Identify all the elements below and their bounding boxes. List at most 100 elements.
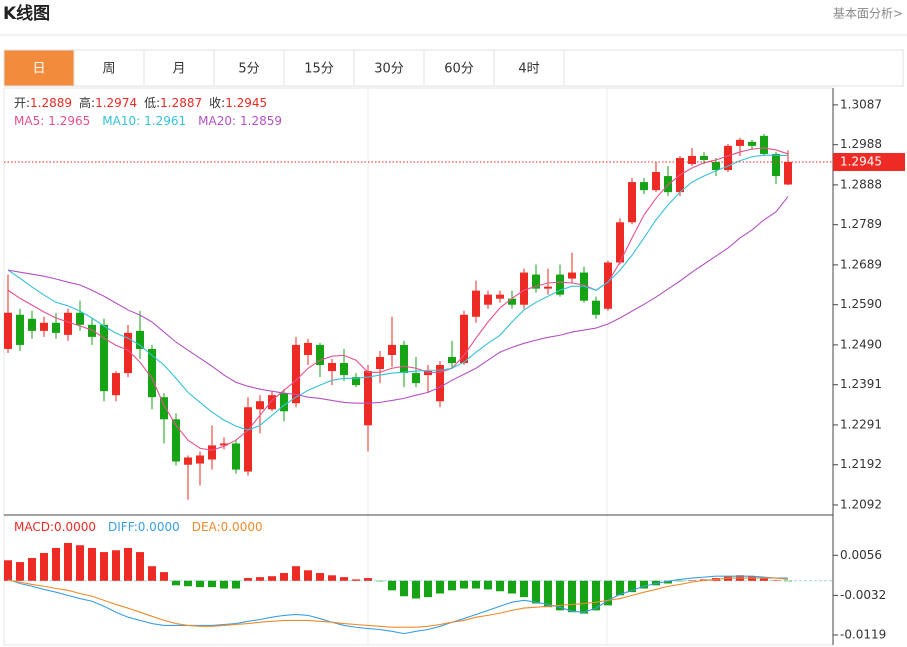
candle-body bbox=[304, 342, 312, 355]
y-tick-label: 1.2092 bbox=[840, 497, 882, 511]
y-tick-label: 1.2590 bbox=[840, 297, 882, 311]
macd-bar bbox=[580, 580, 588, 614]
candle-body bbox=[64, 312, 72, 335]
candle-body bbox=[16, 314, 24, 345]
candle-body bbox=[652, 172, 660, 191]
macd-value: 0.0000 bbox=[221, 520, 263, 534]
tab[interactable] bbox=[423, 49, 495, 87]
tab-label[interactable]: 周 bbox=[102, 62, 115, 77]
macd-bar bbox=[184, 580, 192, 587]
tab-label[interactable]: 月 bbox=[172, 62, 185, 77]
macd-bar bbox=[400, 580, 408, 597]
candle-body bbox=[556, 274, 564, 295]
ma-name: MA20 bbox=[198, 114, 232, 128]
macd-bar bbox=[616, 580, 624, 596]
y-tick-label: 1.2988 bbox=[840, 137, 882, 151]
tab-label[interactable]: 5分 bbox=[238, 62, 259, 77]
candle-body bbox=[616, 222, 624, 263]
ma-line bbox=[7, 147, 789, 451]
candle-body bbox=[448, 356, 456, 364]
ohlc-value: 1.2887 bbox=[160, 96, 202, 110]
widget-title: K线图 bbox=[3, 3, 50, 24]
y-tick-label: 1.2789 bbox=[840, 217, 882, 231]
tab-label[interactable]: 60分 bbox=[444, 62, 474, 77]
macd-bar bbox=[304, 570, 312, 581]
macd-bar bbox=[280, 573, 288, 581]
candle-body bbox=[196, 455, 204, 464]
macd-bar bbox=[544, 580, 552, 608]
ohlc-legend: 开:1.2889 高:1.2974 低:1.2887 收:1.2945 bbox=[14, 95, 267, 110]
tab[interactable] bbox=[213, 49, 285, 87]
candle-body bbox=[436, 365, 444, 402]
candle-body bbox=[784, 161, 792, 185]
candle-body bbox=[208, 445, 216, 460]
candle-body bbox=[124, 332, 132, 374]
macd-bar bbox=[628, 580, 636, 593]
tab-label[interactable]: 4时 bbox=[518, 62, 539, 77]
tab-label[interactable]: 30分 bbox=[374, 62, 404, 77]
tab[interactable] bbox=[493, 49, 565, 87]
macd-bar bbox=[688, 580, 696, 581]
ma-line bbox=[7, 196, 789, 404]
last-price-box bbox=[833, 152, 905, 171]
macd-bar bbox=[640, 580, 648, 589]
candle-body bbox=[112, 373, 120, 396]
macd-bar bbox=[196, 580, 204, 588]
tab[interactable] bbox=[353, 49, 425, 87]
candle-body bbox=[136, 330, 144, 349]
ma-value: 1.2961 bbox=[144, 114, 186, 128]
ma-value: 1.2965 bbox=[48, 114, 90, 128]
candle-body bbox=[148, 348, 156, 398]
y-tick-label: 0.0056 bbox=[840, 548, 882, 562]
macd-bar bbox=[76, 545, 84, 581]
candle-body bbox=[688, 155, 696, 164]
tab[interactable] bbox=[283, 49, 355, 87]
candle-body bbox=[472, 290, 480, 317]
candle-body bbox=[40, 322, 48, 331]
tab-label[interactable]: 15分 bbox=[304, 62, 334, 77]
macd-value: 0.0000 bbox=[54, 520, 96, 534]
y-tick-label: 1.2391 bbox=[840, 377, 882, 391]
ma-legend: MA5: 1.2965 MA10: 1.2961 MA20: 1.2859 bbox=[14, 114, 282, 128]
macd-bar bbox=[376, 580, 384, 582]
ma-line bbox=[7, 154, 789, 431]
macd-bar bbox=[16, 562, 24, 581]
macd-bar bbox=[592, 580, 600, 611]
ohlc-label: 开: bbox=[14, 96, 30, 110]
macd-bar bbox=[232, 580, 240, 589]
candle-body bbox=[388, 344, 396, 355]
tab[interactable] bbox=[73, 49, 145, 87]
macd-bar bbox=[136, 552, 144, 581]
candle-body bbox=[340, 363, 348, 376]
candle-body bbox=[244, 407, 252, 472]
candle-body bbox=[268, 395, 276, 410]
tab-label[interactable]: 日 bbox=[32, 62, 45, 77]
macd-bar bbox=[268, 576, 276, 581]
candle-body bbox=[184, 457, 192, 465]
candle-body bbox=[220, 443, 228, 446]
candle-body bbox=[736, 139, 744, 146]
macd-bar bbox=[316, 573, 324, 581]
macd-bar bbox=[40, 552, 48, 581]
candle-body bbox=[664, 176, 672, 193]
tab[interactable] bbox=[3, 49, 75, 87]
ma-name: MA5 bbox=[14, 114, 40, 128]
candle-body bbox=[352, 377, 360, 386]
macd-bar bbox=[28, 557, 36, 581]
ma-separator: : bbox=[136, 114, 140, 128]
y-tick-label: 1.3087 bbox=[840, 97, 882, 111]
candle-body bbox=[28, 318, 36, 331]
macd-bar bbox=[340, 577, 348, 581]
candle-body bbox=[724, 145, 732, 171]
fundamental-link[interactable]: 基本面分析> bbox=[833, 7, 903, 21]
candle-body bbox=[640, 182, 648, 191]
candle-body bbox=[424, 371, 432, 376]
macd-bar bbox=[460, 580, 468, 589]
macd-bar bbox=[484, 580, 492, 590]
candle-body bbox=[496, 294, 504, 299]
candle-body bbox=[160, 397, 168, 420]
candle-body bbox=[700, 155, 708, 160]
ohlc-label: 高: bbox=[79, 95, 95, 110]
macd-bar bbox=[220, 580, 228, 589]
